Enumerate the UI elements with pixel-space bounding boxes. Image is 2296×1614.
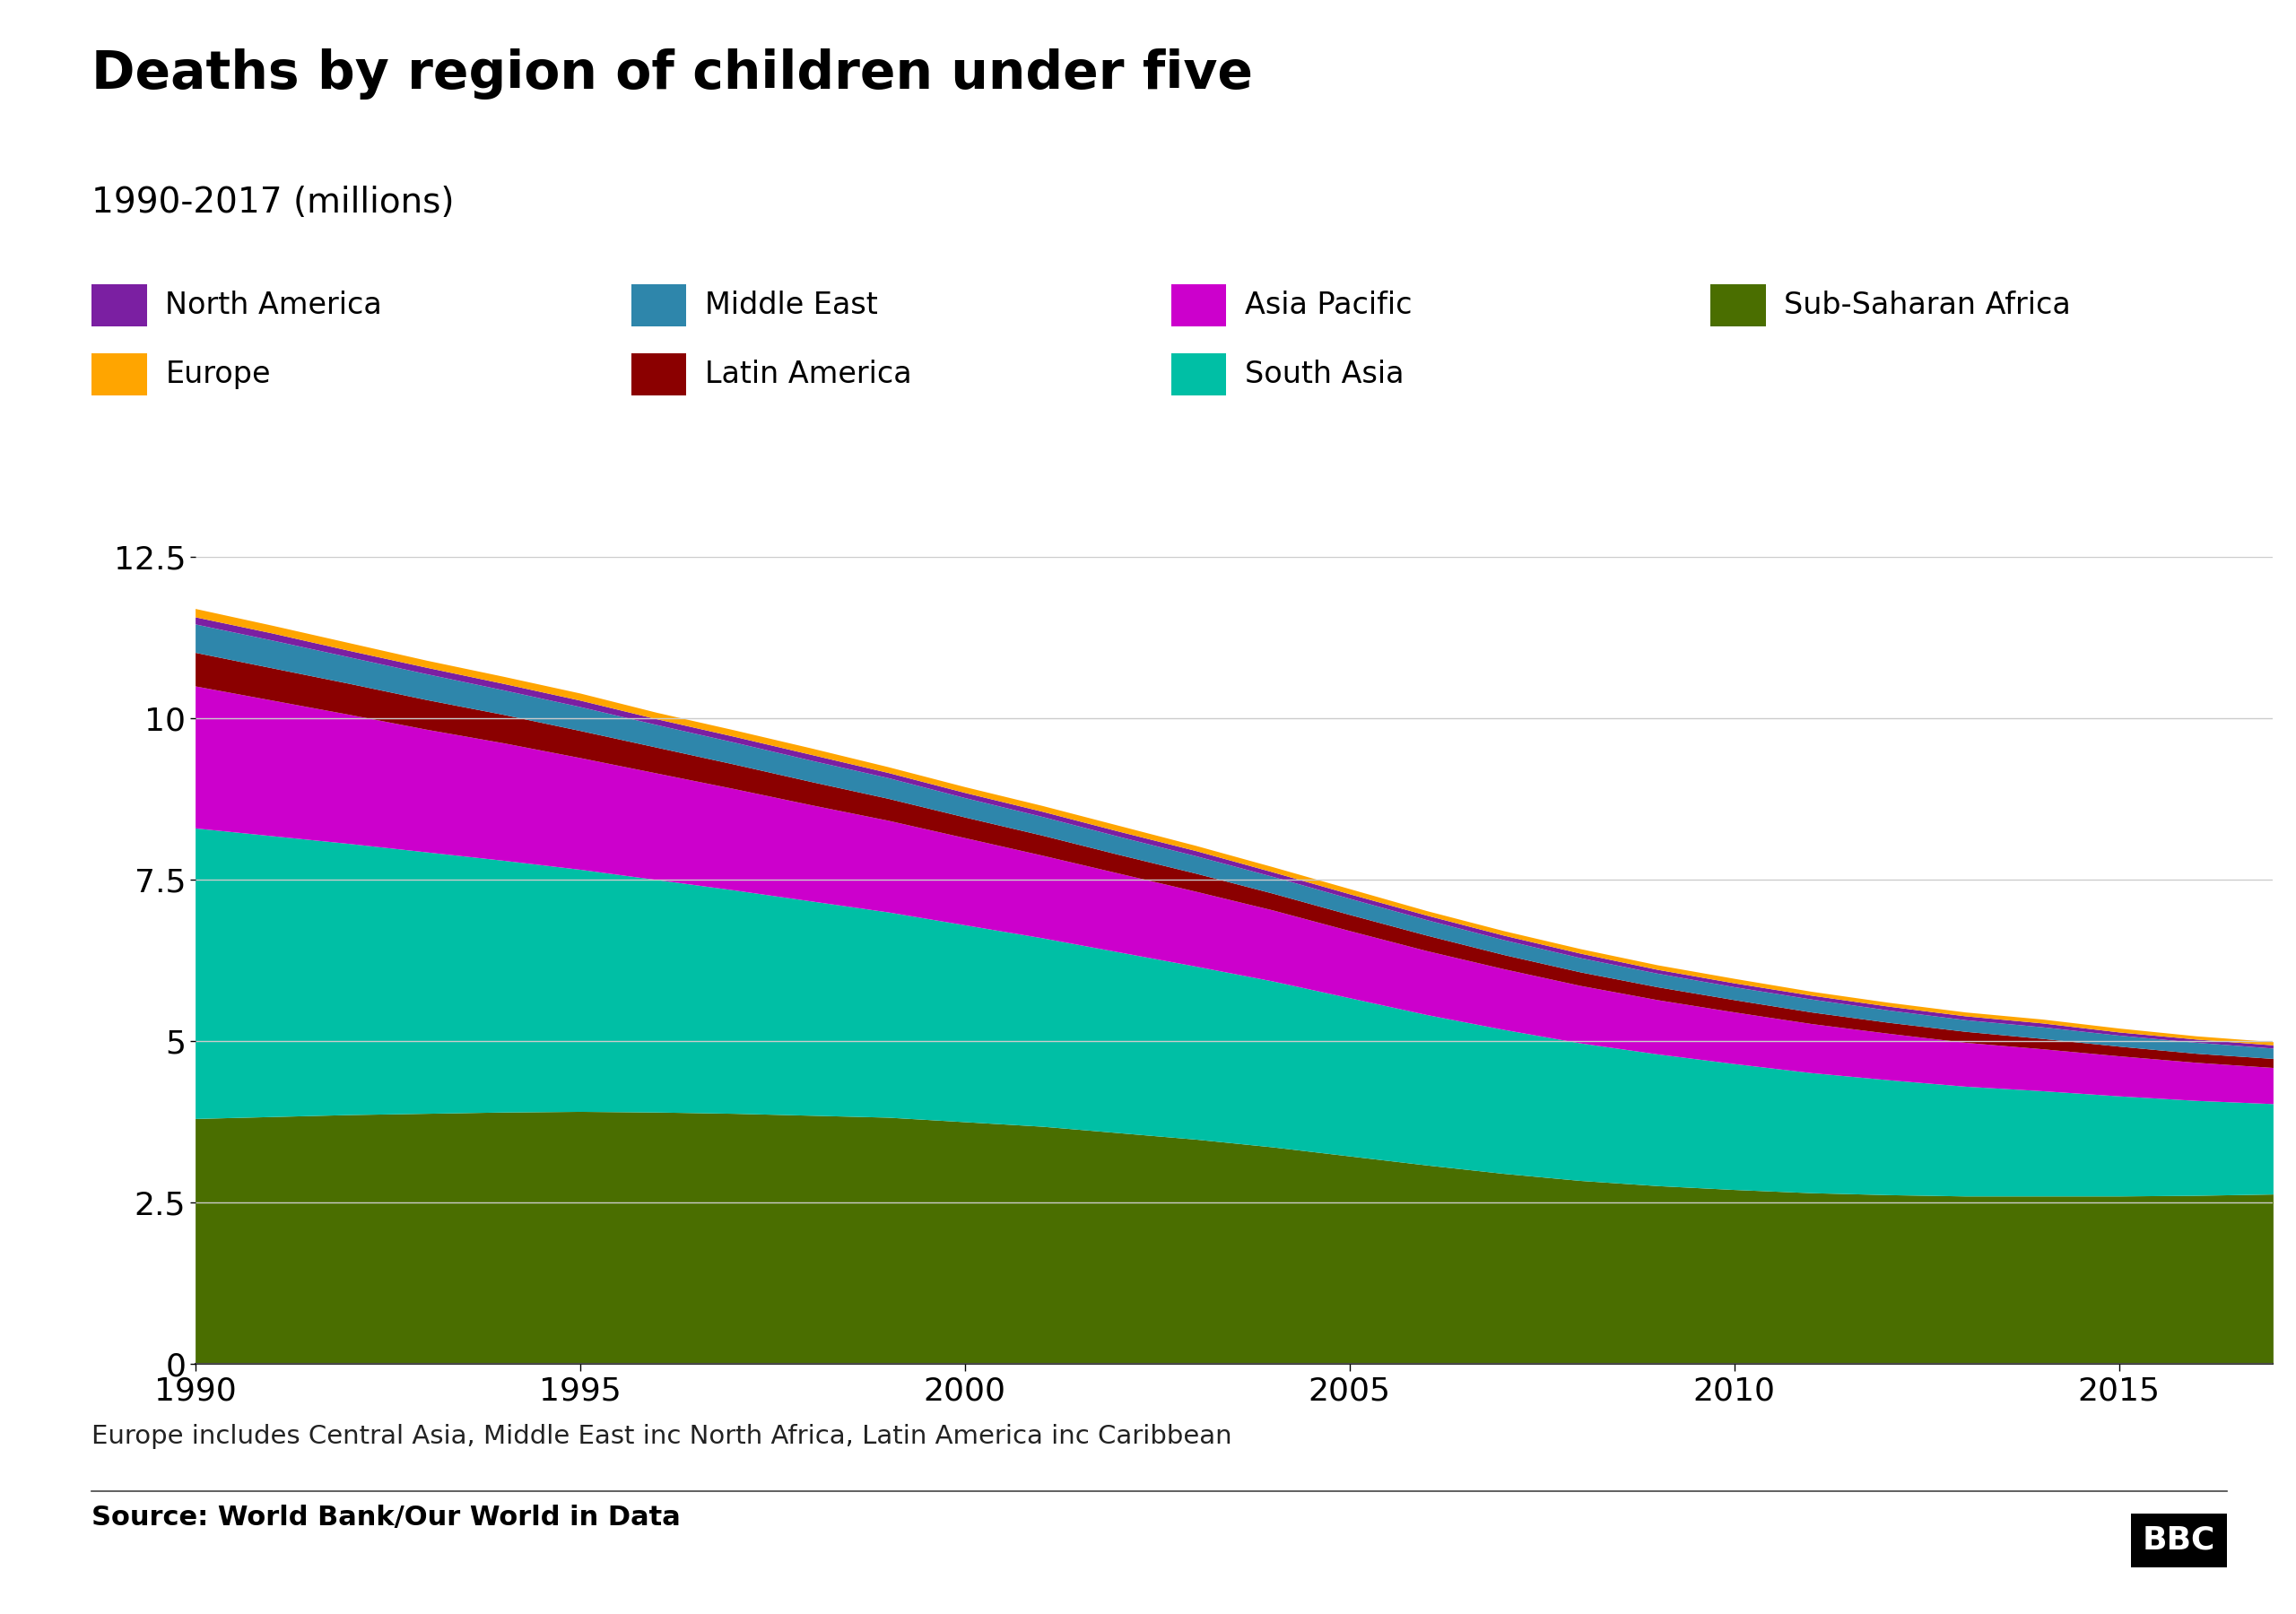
Text: Deaths by region of children under five: Deaths by region of children under five (92, 48, 1254, 100)
Text: 1990-2017 (millions): 1990-2017 (millions) (92, 186, 455, 220)
Text: Europe: Europe (165, 360, 271, 389)
Text: Middle East: Middle East (705, 291, 877, 320)
Text: Latin America: Latin America (705, 360, 912, 389)
Text: Europe includes Central Asia, Middle East inc North Africa, Latin America inc Ca: Europe includes Central Asia, Middle Eas… (92, 1424, 1233, 1449)
Text: Asia Pacific: Asia Pacific (1244, 291, 1412, 320)
Text: North America: North America (165, 291, 381, 320)
Text: Sub-Saharan Africa: Sub-Saharan Africa (1784, 291, 2071, 320)
Text: BBC: BBC (2142, 1525, 2216, 1556)
Text: South Asia: South Asia (1244, 360, 1403, 389)
Text: Source: World Bank/Our World in Data: Source: World Bank/Our World in Data (92, 1504, 682, 1530)
